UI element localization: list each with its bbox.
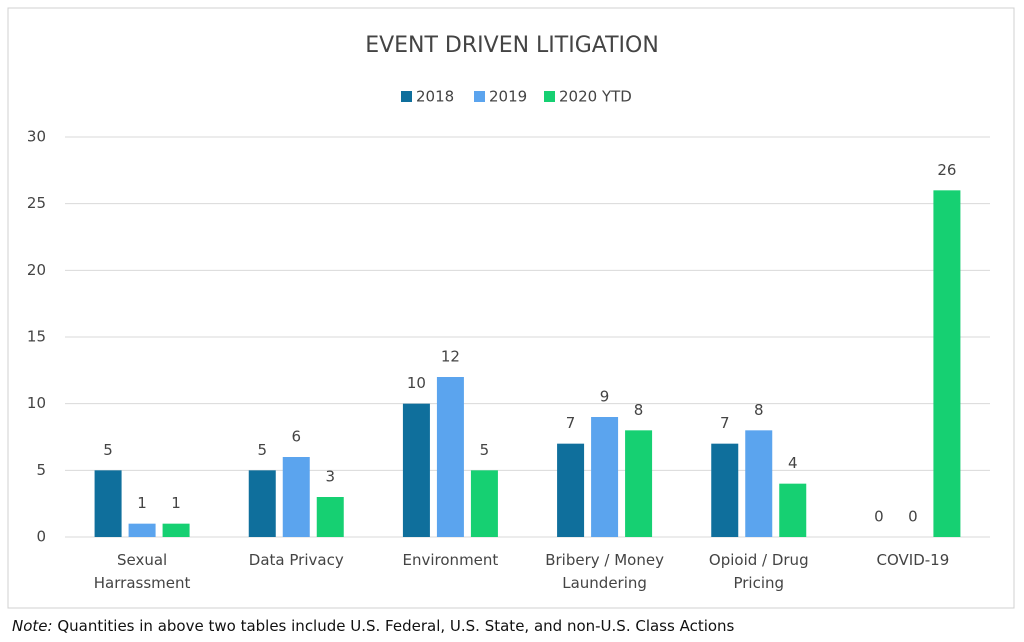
data-label: 0 — [874, 508, 884, 526]
bar — [591, 417, 619, 537]
bar — [745, 430, 773, 537]
x-tick-label: Sexual Harrassment — [93, 551, 191, 592]
data-label: 1 — [171, 494, 181, 512]
bar — [94, 470, 122, 537]
y-tick-label: 25 — [27, 194, 46, 212]
data-label: 1 — [137, 494, 147, 512]
bar — [557, 443, 585, 537]
data-label: 9 — [600, 388, 610, 406]
data-label: 5 — [103, 441, 113, 459]
data-label: 7 — [720, 414, 730, 432]
data-label: 8 — [634, 401, 644, 419]
bar — [248, 470, 276, 537]
chart-title: EVENT DRIVEN LITIGATION — [365, 33, 659, 58]
bar — [933, 190, 961, 538]
data-label: 0 — [908, 508, 918, 526]
bar — [436, 377, 464, 537]
data-label: 6 — [291, 428, 301, 446]
data-label: 8 — [754, 401, 764, 419]
bar — [470, 470, 498, 537]
bar — [128, 523, 156, 537]
data-label: 4 — [788, 454, 798, 472]
data-label: 3 — [325, 468, 335, 486]
data-label: 7 — [566, 414, 576, 432]
legend-label: 2020 YTD — [559, 88, 632, 106]
x-tick-label: Environment — [402, 551, 499, 569]
legend-swatch — [544, 91, 555, 102]
data-label: 5 — [257, 441, 267, 459]
bar — [779, 483, 807, 537]
note-text: Quantities in above two tables include U… — [57, 617, 735, 635]
legend-label: 2018 — [416, 88, 454, 106]
note-label: Note: — [12, 617, 53, 635]
y-tick-label: 20 — [27, 261, 46, 279]
legend-swatch — [474, 91, 485, 102]
note: Note: Quantities in above two tables inc… — [12, 617, 734, 635]
bar — [282, 457, 310, 537]
chart-border — [7, 7, 1015, 609]
data-label: 10 — [407, 374, 426, 392]
bar — [162, 523, 190, 537]
y-tick-label: 15 — [27, 328, 46, 346]
legend-swatch — [401, 91, 412, 102]
bar — [402, 403, 430, 537]
data-label: 5 — [480, 441, 490, 459]
x-tick-label: Opioid / Drug Pricing — [708, 551, 809, 592]
bar — [625, 430, 653, 537]
data-label: 26 — [937, 161, 956, 179]
y-tick-label: 0 — [36, 528, 46, 546]
bar — [711, 443, 739, 537]
y-tick-label: 30 — [27, 128, 46, 146]
x-tick-label: Data Privacy — [248, 551, 344, 569]
x-tick-label: Bribery / Money Laundering — [545, 551, 664, 592]
data-label: 12 — [441, 348, 460, 366]
x-tick-label: COVID-19 — [876, 551, 950, 569]
legend-label: 2019 — [489, 88, 527, 106]
y-tick-label: 10 — [27, 394, 46, 412]
y-tick-label: 5 — [36, 461, 46, 479]
bar — [316, 497, 344, 537]
